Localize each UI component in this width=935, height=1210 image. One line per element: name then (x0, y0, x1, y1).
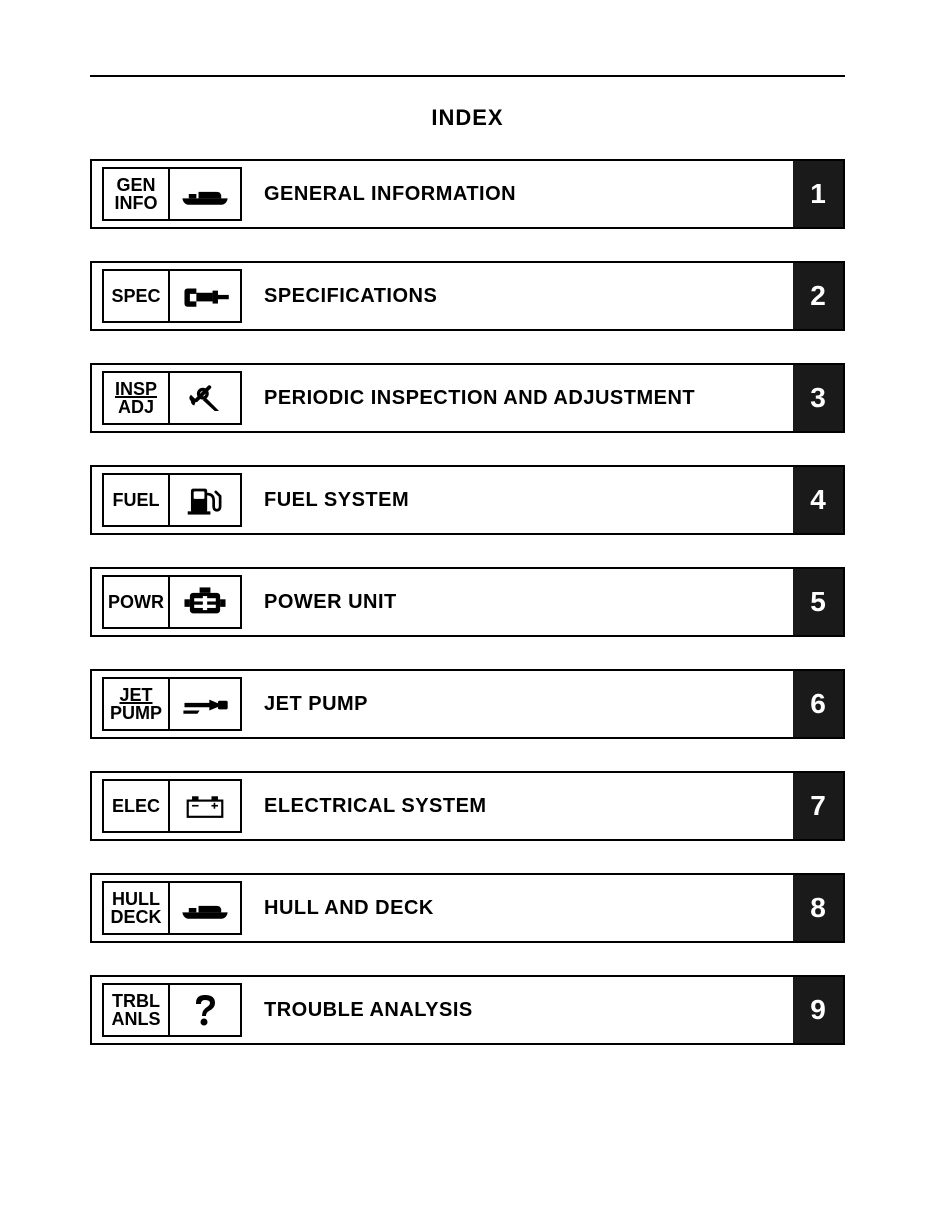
abbr-cell: HULLDECK (104, 883, 170, 933)
abbr-line-1: SPEC (111, 287, 160, 305)
index-row[interactable]: GENINFO GENERAL INFORMATION1 (90, 159, 845, 229)
abbr-cell: ELEC (104, 781, 170, 831)
jetpump-icon (170, 679, 240, 729)
boat-icon (170, 169, 240, 219)
abbr-cell: TRBLANLS (104, 985, 170, 1035)
chapter-number: 9 (793, 977, 843, 1043)
abbr-line-1: INSP (115, 380, 157, 398)
index-row[interactable]: JETPUMPJET PUMP6 (90, 669, 845, 739)
abbr-line-2: ANLS (112, 1010, 161, 1028)
index-row[interactable]: SPEC SPECIFICATIONS2 (90, 261, 845, 331)
index-rows: GENINFO GENERAL INFORMATION1 SPEC SPECIFICA… (90, 159, 845, 1045)
index-row[interactable]: HULLDECK HULL AND DECK8 (90, 873, 845, 943)
boat-icon (170, 883, 240, 933)
top-rule (90, 75, 845, 77)
abbr-cell: FUEL (104, 475, 170, 525)
abbr-cell: JETPUMP (104, 679, 170, 729)
chapter-title: SPECIFICATIONS (242, 263, 793, 329)
micrometer-icon (170, 271, 240, 321)
index-row[interactable]: ELEC ELECTRICAL SYSTEM7 (90, 771, 845, 841)
chapter-number: 1 (793, 161, 843, 227)
engine-icon (170, 577, 240, 627)
icon-box: FUEL (102, 473, 242, 527)
abbr-cell: SPEC (104, 271, 170, 321)
wrench-icon (170, 373, 240, 423)
chapter-title: HULL AND DECK (242, 875, 793, 941)
abbr-line-1: HULL (112, 890, 160, 908)
abbr-line-2: PUMP (110, 704, 162, 722)
question-icon (170, 985, 240, 1035)
chapter-title: FUEL SYSTEM (242, 467, 793, 533)
chapter-number: 7 (793, 773, 843, 839)
abbr-line-1: ELEC (112, 797, 160, 815)
chapter-number: 8 (793, 875, 843, 941)
page-title: INDEX (90, 105, 845, 131)
abbr-line-2: DECK (110, 908, 161, 926)
icon-box: ELEC (102, 779, 242, 833)
abbr-line-1: FUEL (113, 491, 160, 509)
icon-box: INSPADJ (102, 371, 242, 425)
battery-icon (170, 781, 240, 831)
icon-box: POWR (102, 575, 242, 629)
chapter-title: POWER UNIT (242, 569, 793, 635)
abbr-line-1: JET (119, 686, 152, 704)
chapter-number: 4 (793, 467, 843, 533)
chapter-title: PERIODIC INSPECTION AND ADJUSTMENT (242, 365, 793, 431)
chapter-title: TROUBLE ANALYSIS (242, 977, 793, 1043)
abbr-line-2: INFO (115, 194, 158, 212)
chapter-number: 5 (793, 569, 843, 635)
index-row[interactable]: FUEL FUEL SYSTEM4 (90, 465, 845, 535)
abbr-line-1: POWR (108, 593, 164, 611)
chapter-title: JET PUMP (242, 671, 793, 737)
chapter-number: 3 (793, 365, 843, 431)
chapter-number: 2 (793, 263, 843, 329)
icon-box: GENINFO (102, 167, 242, 221)
abbr-line-1: GEN (116, 176, 155, 194)
chapter-title: GENERAL INFORMATION (242, 161, 793, 227)
abbr-line-2: ADJ (118, 398, 154, 416)
icon-box: TRBLANLS (102, 983, 242, 1037)
icon-box: SPEC (102, 269, 242, 323)
abbr-cell: INSPADJ (104, 373, 170, 423)
abbr-cell: GENINFO (104, 169, 170, 219)
chapter-title: ELECTRICAL SYSTEM (242, 773, 793, 839)
fuel-icon (170, 475, 240, 525)
index-row[interactable]: POWR POWER UNIT5 (90, 567, 845, 637)
index-row[interactable]: INSPADJ PERIODIC INSPECTION AND ADJUSTMEN… (90, 363, 845, 433)
chapter-number: 6 (793, 671, 843, 737)
icon-box: HULLDECK (102, 881, 242, 935)
abbr-line-1: TRBL (112, 992, 160, 1010)
abbr-cell: POWR (104, 577, 170, 627)
index-page: INDEX GENINFOGENERAL INFORMATION1SPECSPE… (0, 0, 935, 1105)
icon-box: JETPUMP (102, 677, 242, 731)
index-row[interactable]: TRBLANLS TROUBLE ANALYSIS9 (90, 975, 845, 1045)
